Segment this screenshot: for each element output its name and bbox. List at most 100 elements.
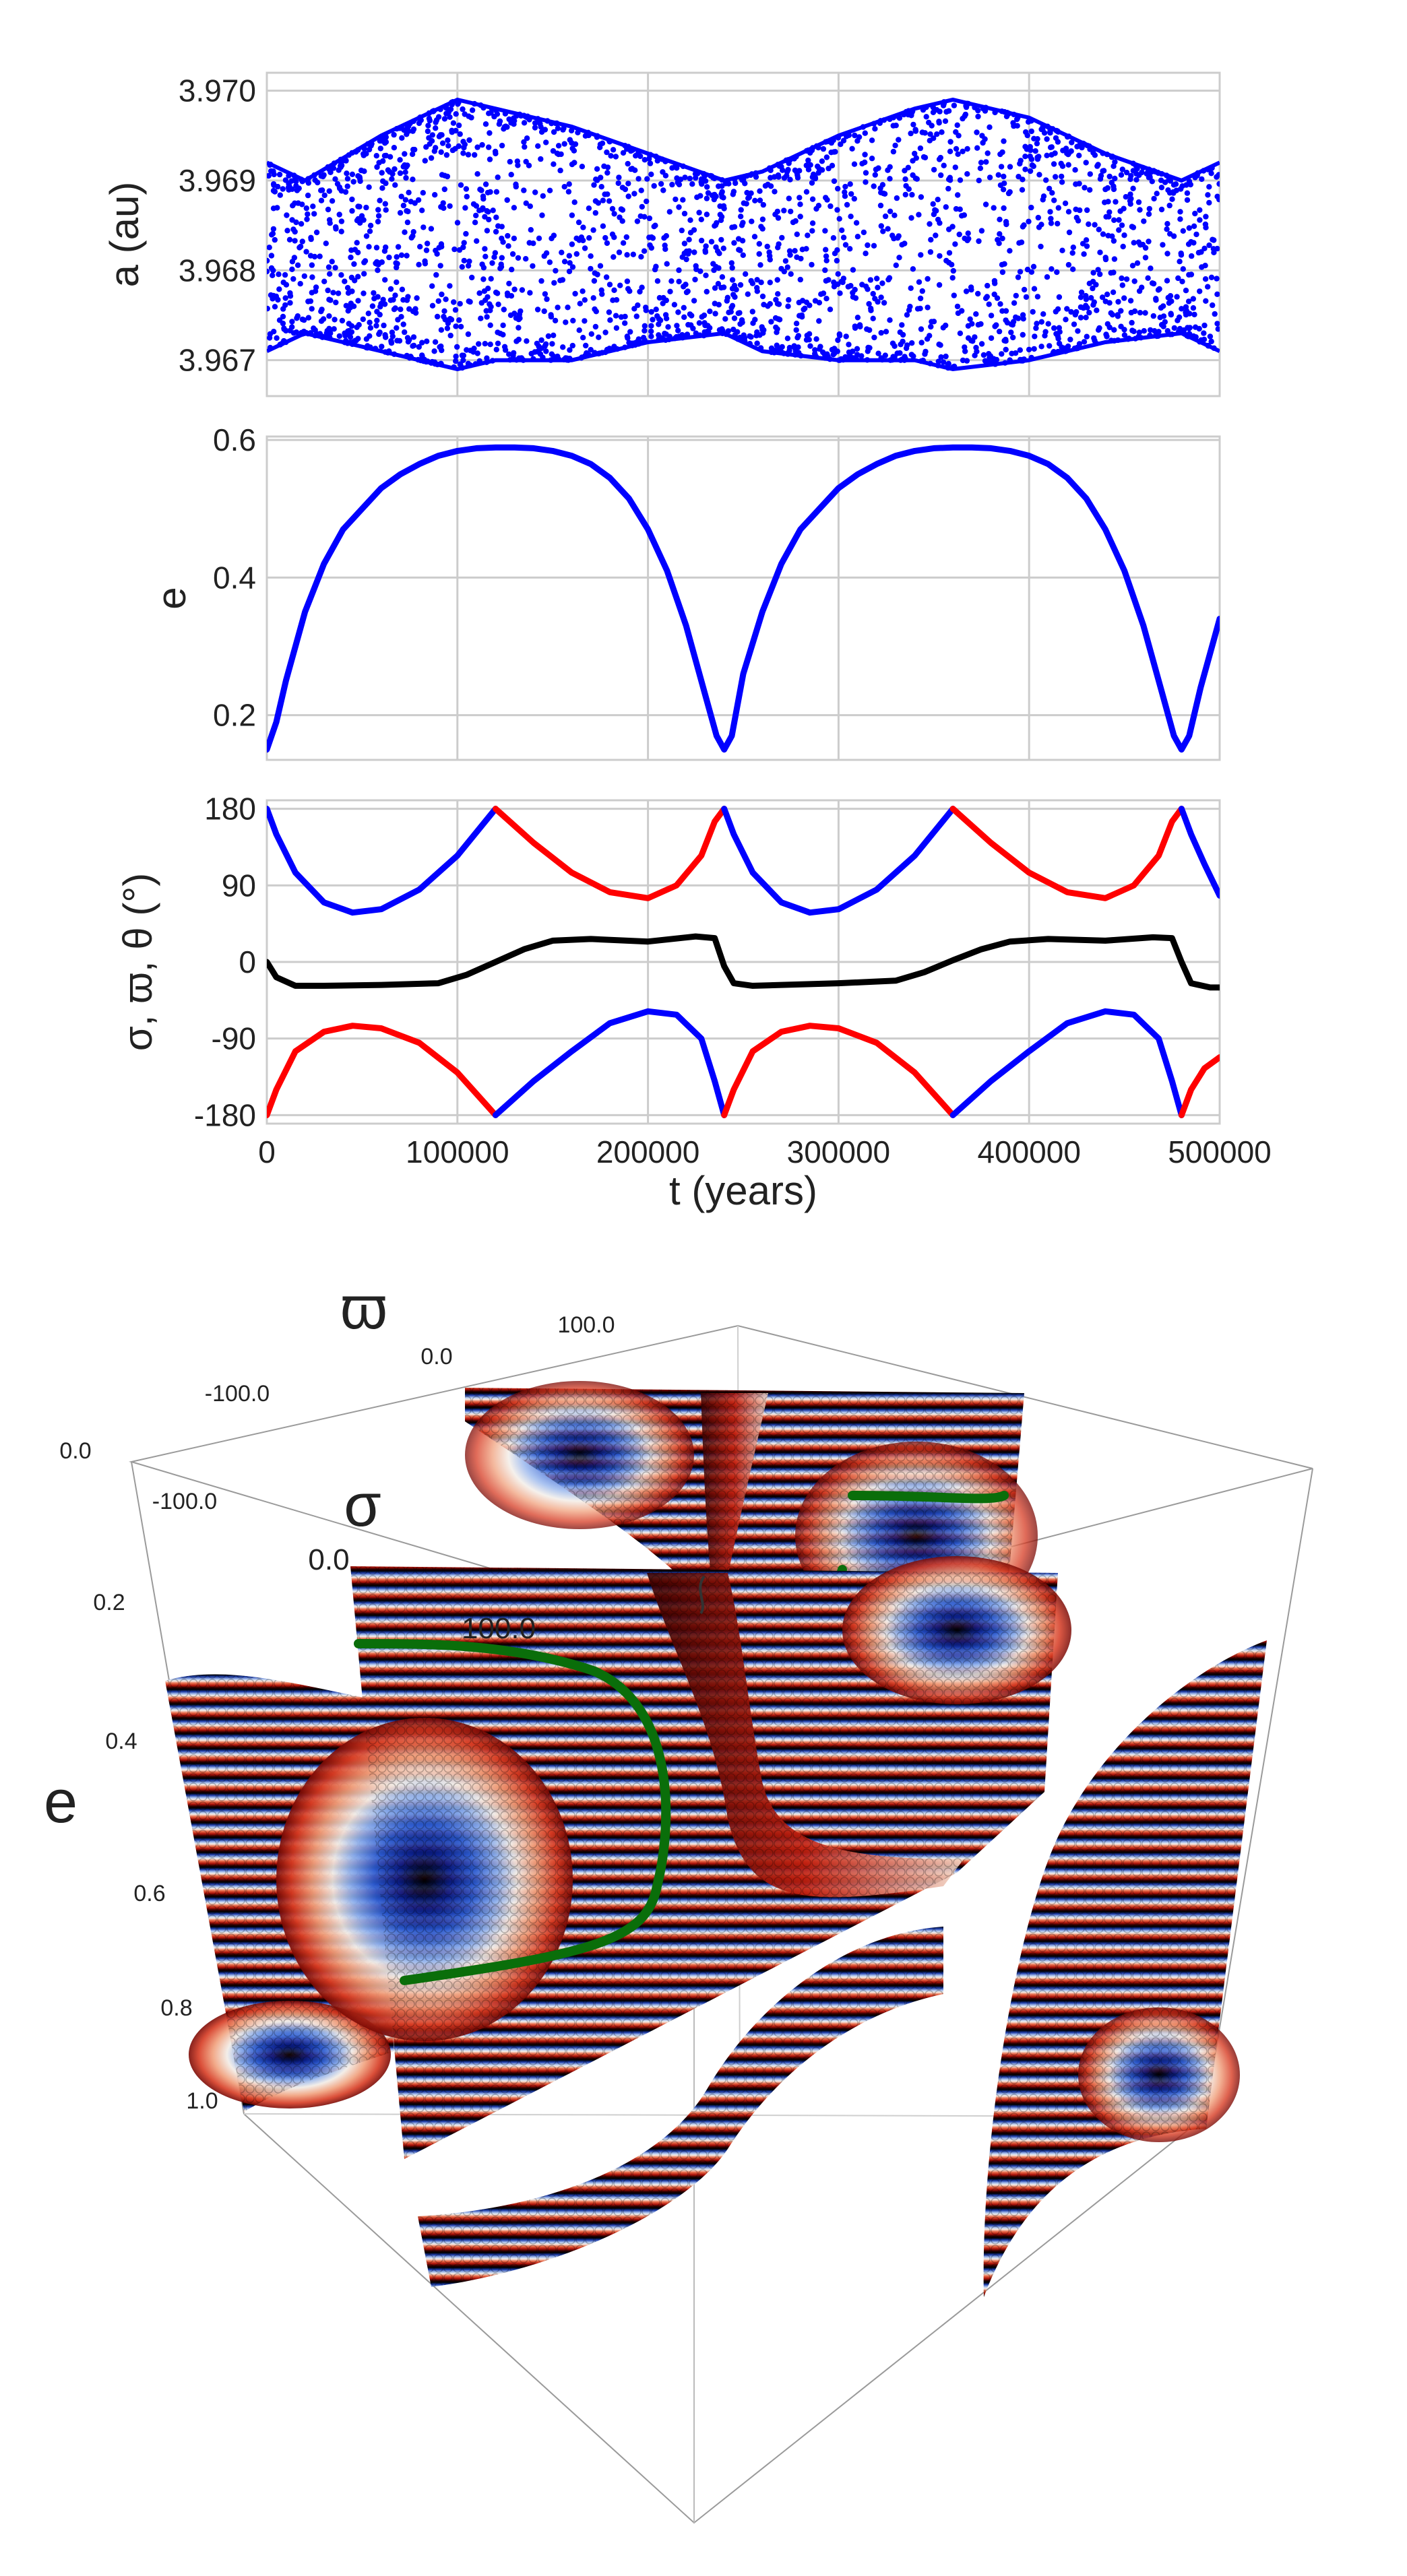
scatter-point <box>716 183 722 189</box>
scatter-point <box>345 290 352 296</box>
scatter-point <box>991 205 997 211</box>
scatter-point <box>330 290 336 296</box>
scatter-point <box>1214 193 1220 199</box>
scatter-point <box>349 196 355 203</box>
scatter-point <box>1214 276 1220 282</box>
ytick-label-2: 3.969 <box>179 163 256 198</box>
scatter-point <box>1177 259 1183 265</box>
scatter-point <box>852 323 858 329</box>
scatter-point <box>1015 274 1022 280</box>
scatter-point <box>350 303 357 309</box>
e-tick-0.0: 0.0 <box>59 1438 91 1464</box>
scatter-point <box>1098 172 1104 179</box>
scatter-point <box>698 237 705 244</box>
scatter-point <box>1179 306 1185 312</box>
scatter-point <box>375 294 381 300</box>
scatter-point <box>398 252 405 258</box>
scatter-point <box>909 340 915 346</box>
varpi-tick-100: 100.0 <box>557 1312 615 1338</box>
scatter-point <box>1137 310 1144 316</box>
scatter-point <box>704 212 710 218</box>
scatter-point <box>538 278 544 284</box>
scatter-point <box>728 260 735 266</box>
scatter-point <box>500 322 506 329</box>
scatter-point <box>1206 199 1212 206</box>
series-red-lower-3 <box>1178 1054 1220 1118</box>
scatter-point <box>889 340 896 346</box>
scatter-point <box>392 166 398 172</box>
scatter-point <box>534 307 541 313</box>
scatter-point <box>1094 307 1100 313</box>
scatter-point <box>455 101 461 107</box>
scatter-point <box>458 323 464 330</box>
scatter-point <box>570 317 576 324</box>
scatter-point <box>712 285 718 291</box>
scatter-point <box>988 335 995 342</box>
panel1-ylabel: a (au) <box>102 182 147 288</box>
scatter-point <box>1206 184 1212 190</box>
scatter-point <box>1150 280 1157 287</box>
scatter-point <box>775 245 781 251</box>
scatter-point <box>457 300 463 307</box>
scatter-point <box>305 211 311 218</box>
scatter-point <box>327 169 334 175</box>
scatter-point <box>910 353 916 359</box>
scatter-point <box>1178 186 1184 192</box>
scatter-point <box>606 309 613 315</box>
scatter-point <box>936 342 942 348</box>
scatter-point <box>333 224 339 230</box>
scatter-point <box>429 132 435 138</box>
scatter-point <box>696 210 702 216</box>
scatter-point <box>381 153 388 159</box>
scatter-point <box>916 279 923 285</box>
scatter-point <box>391 145 398 151</box>
scatter-point <box>410 229 416 235</box>
scatter-point <box>949 275 956 281</box>
scatter-point <box>429 302 436 309</box>
scatter-point <box>919 288 926 294</box>
scatter-point <box>1011 300 1018 306</box>
scatter-point <box>716 302 722 308</box>
scatter-point <box>927 137 933 143</box>
scatter-point <box>410 176 416 183</box>
scatter-point <box>1053 135 1059 141</box>
scatter-point <box>1146 211 1152 217</box>
scatter-point <box>674 323 680 329</box>
scatter-point <box>648 309 654 315</box>
scatter-point <box>910 121 916 128</box>
scatter-point <box>297 281 303 287</box>
scatter-point <box>567 347 573 353</box>
scatter-point <box>722 316 728 322</box>
ytick-label-0: 3.967 <box>179 343 256 378</box>
scatter-point <box>1059 179 1065 185</box>
scatter-point <box>869 156 875 162</box>
scatter-point <box>1097 271 1103 278</box>
scatter-point <box>345 308 351 314</box>
scatter-point <box>829 162 836 168</box>
scatter-point <box>492 148 499 155</box>
scatter-point <box>784 264 791 270</box>
scatter-point <box>854 234 861 240</box>
scatter-point <box>482 214 488 220</box>
scatter-point <box>530 263 536 269</box>
scatter-point <box>602 329 608 335</box>
scatter-point <box>787 252 793 258</box>
scatter-point <box>374 309 380 315</box>
scatter-point <box>761 302 767 308</box>
scatter-point <box>760 201 767 208</box>
scatter-point <box>476 290 482 296</box>
scatter-point <box>839 227 845 233</box>
scatter-point <box>740 220 746 226</box>
scatter-point <box>899 242 905 248</box>
scatter-point <box>1128 195 1134 202</box>
scatter-point <box>830 235 837 241</box>
scatter-point <box>361 217 367 223</box>
scatter-point <box>271 182 277 189</box>
scatter-point <box>1065 162 1071 168</box>
scatter-point <box>746 194 753 200</box>
scatter-point <box>1128 172 1134 179</box>
scatter-point <box>484 355 490 361</box>
scatter-point <box>506 351 512 357</box>
scatter-point <box>879 280 885 286</box>
scatter-point <box>267 172 272 179</box>
